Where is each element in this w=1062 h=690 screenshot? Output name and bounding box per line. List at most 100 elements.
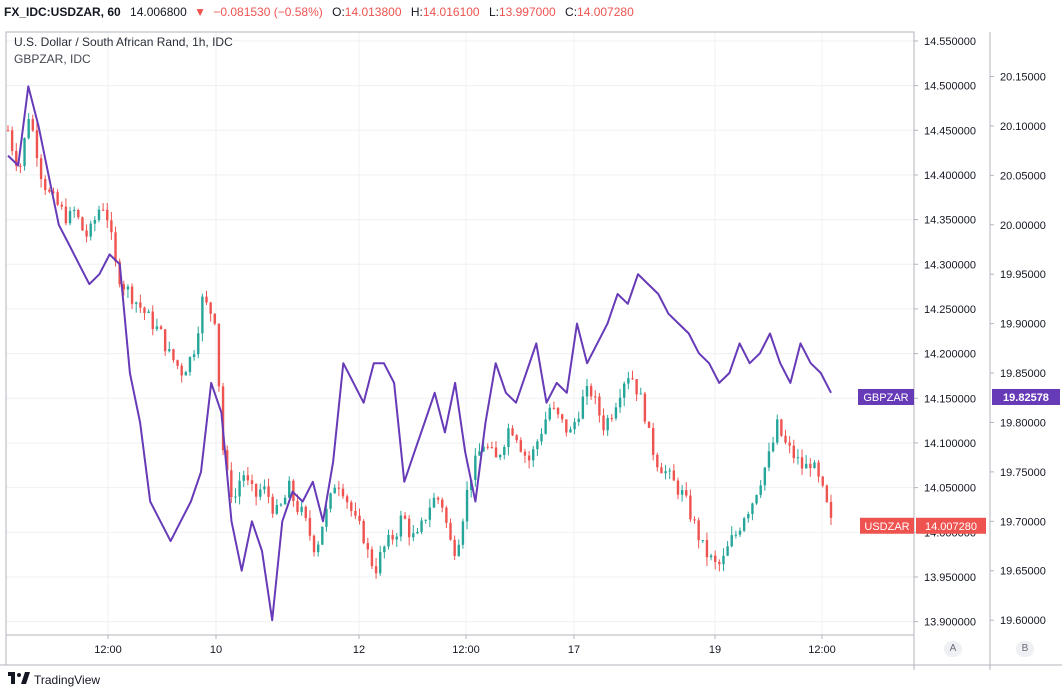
candle-body: [664, 471, 667, 474]
candle-body: [672, 470, 676, 481]
candle-body: [751, 503, 754, 515]
symbol-label[interactable]: FX_IDC:USDZAR, 60: [4, 5, 121, 19]
open-value: 14.013800: [344, 5, 402, 19]
candle-body: [747, 514, 750, 519]
axis-b-tick-label: 20.00000: [1000, 220, 1046, 232]
candle-body: [362, 520, 365, 544]
candle-body: [180, 365, 183, 376]
candle-body: [507, 428, 510, 448]
scale-button-b[interactable]: B: [1016, 641, 1034, 657]
candle-body: [755, 495, 758, 504]
candle-body: [705, 540, 709, 558]
candle-body: [300, 506, 303, 513]
candle-body: [771, 442, 775, 452]
candle-body: [441, 499, 444, 508]
candle-body: [689, 495, 692, 520]
candle-body: [230, 470, 233, 498]
candle-body: [536, 441, 539, 450]
candle-body: [201, 296, 204, 334]
candle-body: [560, 414, 564, 420]
candle-body: [151, 311, 154, 330]
candle-body: [809, 463, 812, 469]
candle-body: [374, 566, 378, 574]
high-label: H:: [410, 5, 423, 19]
candle-body: [238, 480, 241, 497]
candle-body: [135, 302, 138, 304]
axis-b-tick-label: 19.80000: [1000, 417, 1046, 429]
candle-body: [780, 419, 783, 436]
candle-body: [139, 302, 142, 308]
candle-body: [366, 543, 370, 550]
candle-body: [48, 189, 51, 192]
candle-body: [292, 480, 295, 501]
down-arrow-icon: ▼: [194, 5, 206, 19]
candle-body: [825, 485, 829, 502]
axis-b-tick-label: 20.05000: [1000, 170, 1046, 182]
candle-body: [639, 393, 642, 395]
candle-body: [304, 506, 307, 519]
time-axis-label: 12: [353, 644, 365, 656]
axis-a-tick-label: 13.950000: [924, 572, 976, 584]
candle-body: [221, 386, 225, 451]
time-axis-label: 12:00: [808, 644, 836, 656]
candle-body: [263, 486, 266, 490]
candle-body: [796, 457, 800, 459]
candle-body: [631, 378, 634, 380]
candle-body: [461, 521, 465, 545]
candle-body: [205, 296, 208, 303]
candle-body: [316, 544, 320, 553]
candle-body: [701, 540, 704, 542]
candle-body: [72, 209, 76, 211]
candle-body: [829, 501, 833, 518]
candle-body: [817, 462, 820, 477]
candle-body: [598, 396, 601, 416]
candle-body: [283, 497, 287, 505]
axis-a-tick-label: 14.100000: [924, 438, 976, 450]
candle-body: [60, 204, 63, 207]
candle-body: [428, 507, 432, 520]
tradingview-logo-icon[interactable]: [8, 671, 30, 690]
candle-body: [660, 467, 663, 474]
axis-a-tick-label: 14.550000: [924, 36, 976, 48]
axis-a-tick-label: 14.300000: [924, 259, 976, 271]
candle-body: [503, 447, 506, 456]
candle-body: [6, 130, 10, 132]
candle-body: [403, 515, 407, 519]
candle-body: [457, 544, 460, 556]
candle-body: [345, 496, 349, 503]
usdzar-name-text: USDZAR: [864, 521, 909, 533]
legend-main-series[interactable]: U.S. Dollar / South African Rand, 1h, ID…: [14, 35, 233, 49]
brand-name[interactable]: TradingView: [34, 673, 101, 688]
candle-body: [110, 220, 113, 233]
axis-b-tick-label: 20.10000: [1000, 121, 1046, 133]
candle-body: [64, 206, 68, 224]
axis-b-tick-label: 19.65000: [1000, 566, 1046, 578]
candle-body: [734, 534, 738, 536]
candle-body: [606, 418, 609, 431]
candle-body: [763, 467, 767, 486]
axis-b-tick-label: 19.75000: [1000, 467, 1046, 479]
legend-compare-series[interactable]: GBPZAR, IDC: [14, 52, 91, 66]
candle-body: [275, 504, 279, 514]
scale-button-a[interactable]: A: [944, 641, 962, 657]
candle-body: [577, 418, 580, 422]
candle-body: [312, 535, 316, 553]
candle-body: [685, 490, 688, 496]
candle-body: [27, 119, 30, 139]
candle-body: [618, 397, 622, 408]
candle-body: [122, 284, 125, 290]
candle-body: [610, 418, 614, 420]
candle-body: [354, 510, 357, 516]
candle-body: [246, 475, 250, 481]
candle-body: [56, 192, 59, 205]
gbpzar-line[interactable]: [7, 85, 832, 622]
candle-body: [784, 435, 787, 443]
candle-body: [585, 386, 589, 397]
candle-body: [693, 519, 696, 521]
candle-body: [163, 329, 167, 352]
price-chart[interactable]: 14.550000 14.500000 14.450000 14.400000 14.3…: [0, 24, 1062, 670]
candle-body: [197, 333, 200, 355]
candle-body: [420, 520, 423, 532]
axis-a-tick-label: 14.400000: [924, 170, 976, 182]
candle-body: [515, 435, 518, 441]
